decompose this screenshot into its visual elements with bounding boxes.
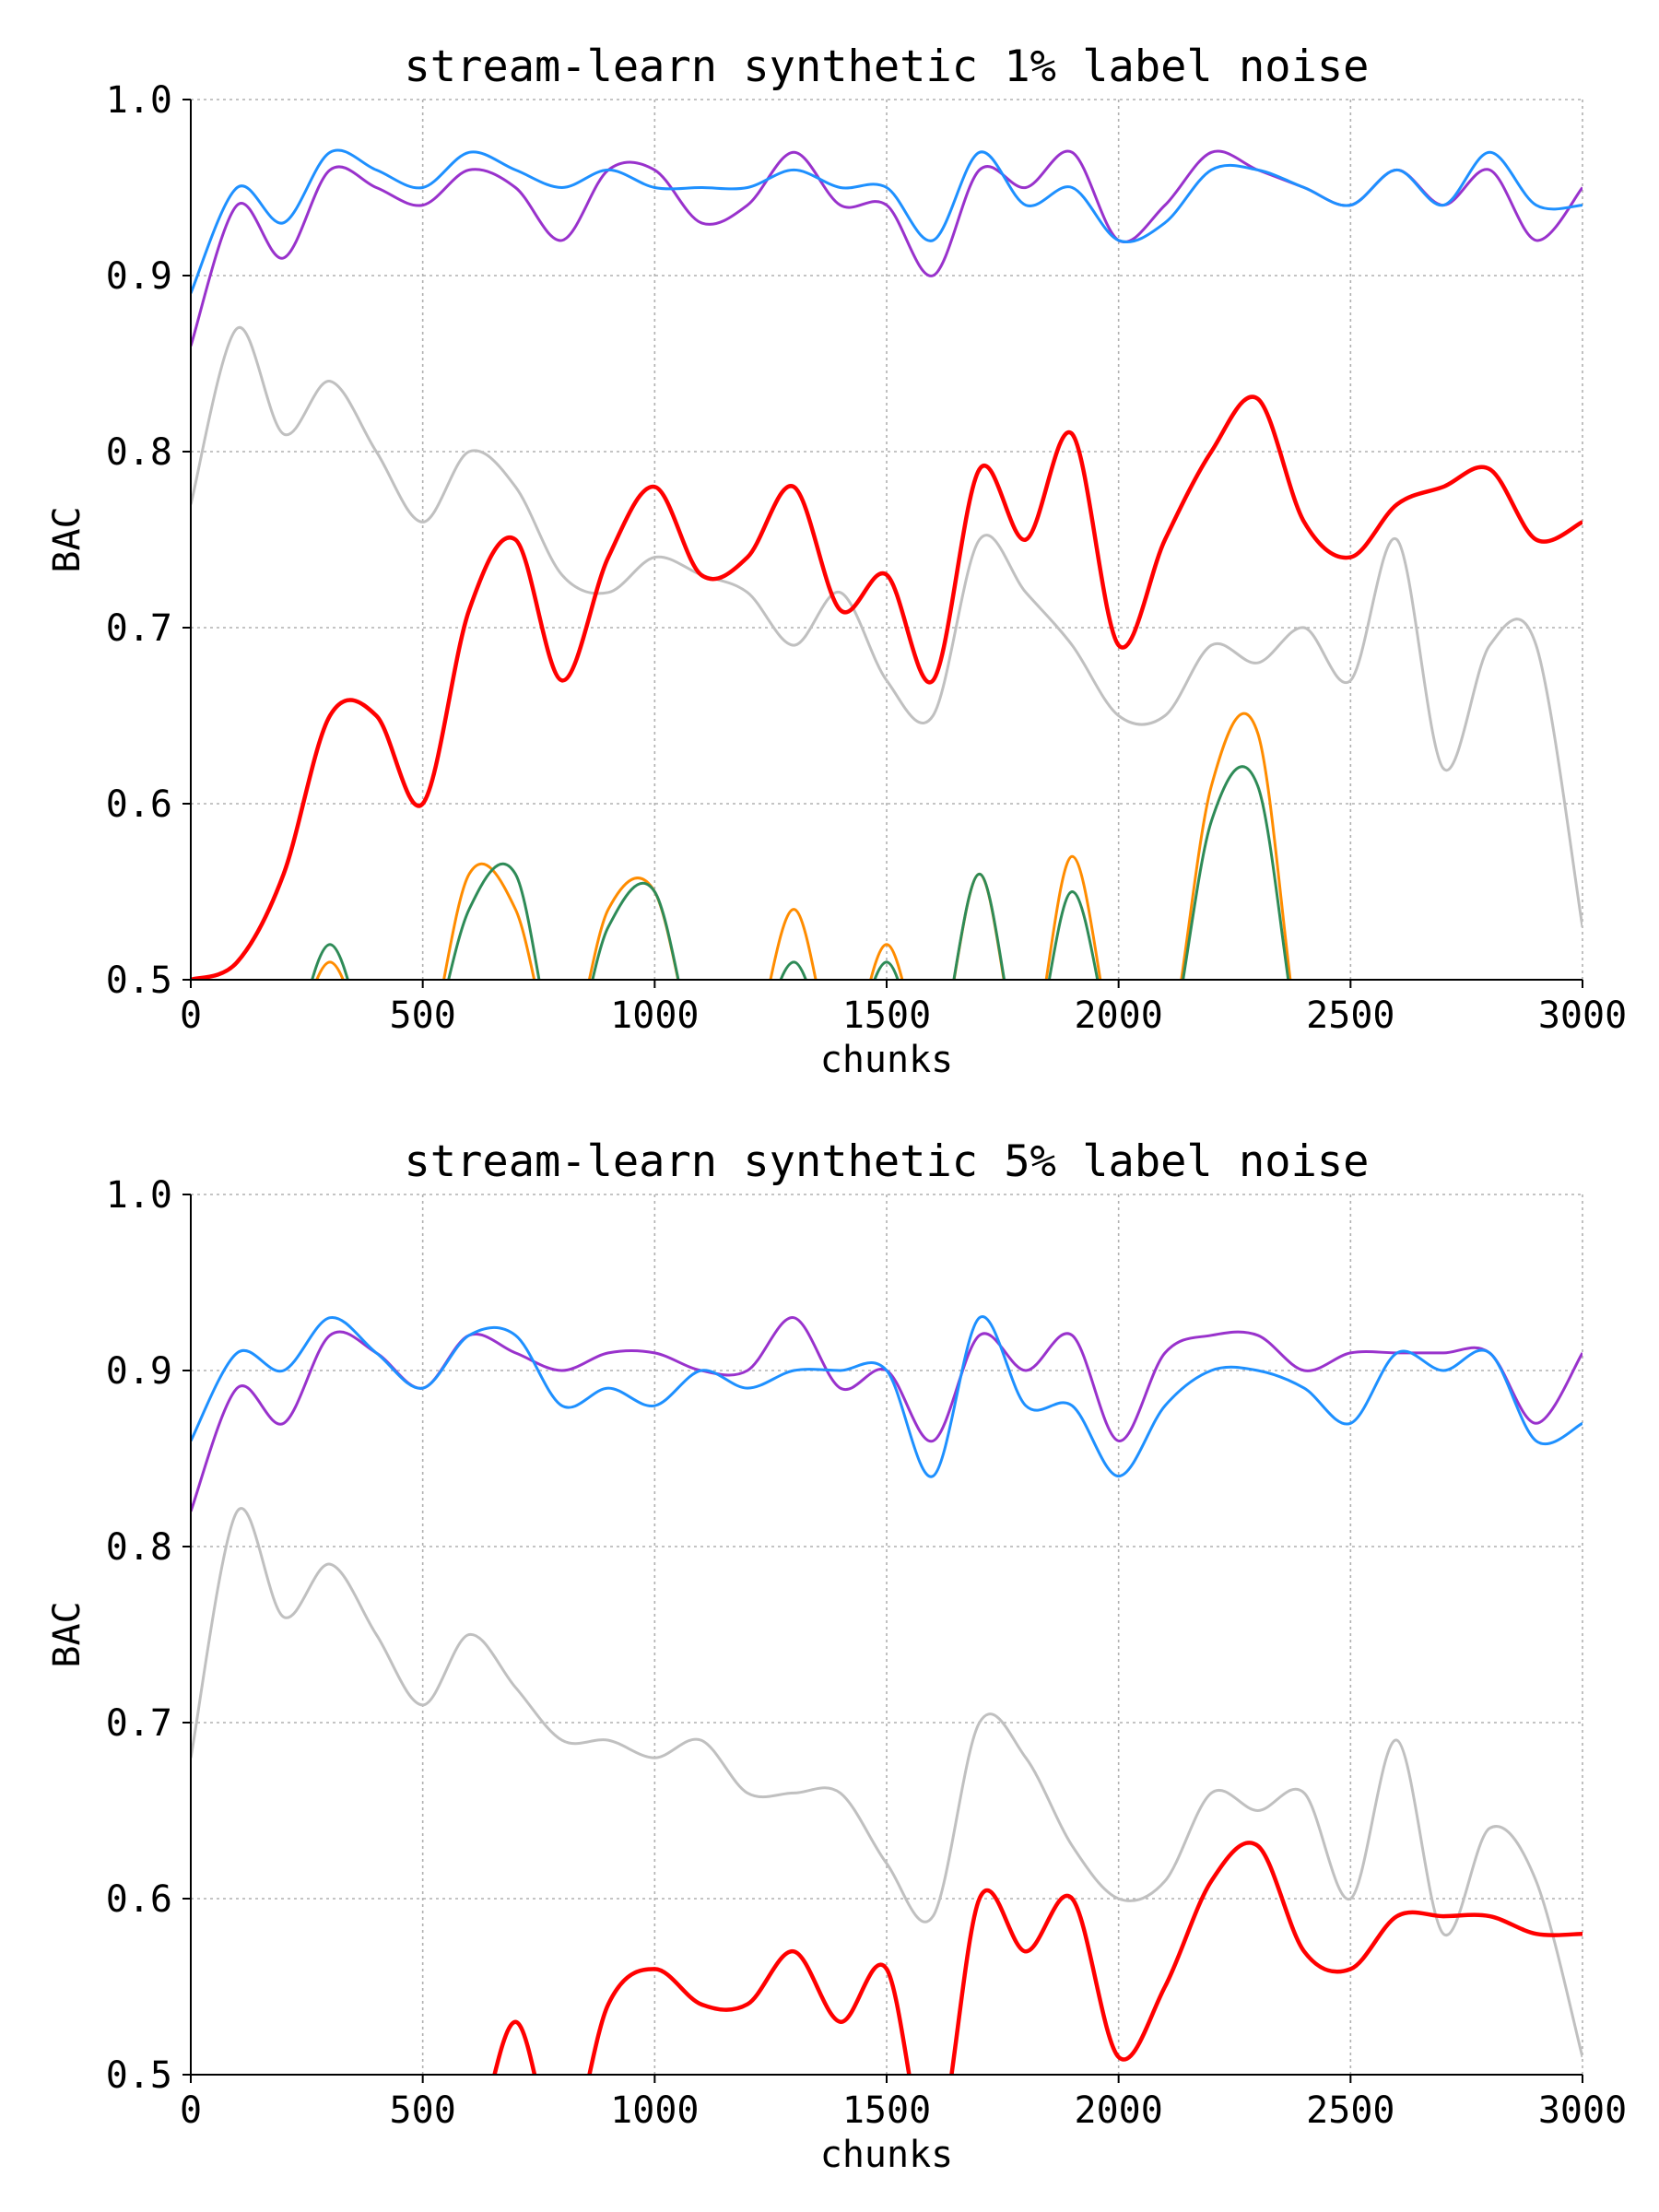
y-tick-label: 0.6 bbox=[106, 783, 172, 826]
series-line bbox=[492, 1841, 1583, 2075]
x-axis-label: chunks bbox=[820, 2134, 954, 2176]
y-tick-label: 0.8 bbox=[106, 1526, 172, 1569]
x-tick-label: 1500 bbox=[842, 2089, 931, 2132]
y-tick-label: 0.6 bbox=[106, 1878, 172, 1921]
y-axis-label: BAC bbox=[46, 1601, 88, 1667]
series-group bbox=[191, 148, 1583, 980]
series-line bbox=[191, 1315, 1583, 1478]
y-tick-label: 0.9 bbox=[106, 255, 172, 298]
x-tick-label: 2000 bbox=[1075, 994, 1163, 1037]
x-axis-label: chunks bbox=[820, 1039, 954, 1081]
chart-title: stream-learn synthetic 1% label noise bbox=[405, 41, 1370, 92]
x-tick-label: 2000 bbox=[1075, 2089, 1163, 2132]
x-tick-label: 1000 bbox=[610, 2089, 699, 2132]
y-tick-label: 0.7 bbox=[106, 607, 172, 650]
x-tick-label: 1000 bbox=[610, 994, 699, 1037]
x-tick-label: 0 bbox=[180, 2089, 202, 2132]
series-line bbox=[191, 326, 1583, 927]
chart-title: stream-learn synthetic 5% label noise bbox=[405, 1136, 1370, 1187]
x-tick-label: 3000 bbox=[1538, 2089, 1627, 2132]
x-tick-label: 3000 bbox=[1538, 994, 1627, 1037]
y-axis-label: BAC bbox=[46, 506, 88, 572]
x-tick-label: 2500 bbox=[1306, 994, 1394, 1037]
y-tick-label: 0.7 bbox=[106, 1702, 172, 1745]
y-tick-label: 1.0 bbox=[106, 79, 172, 122]
y-tick-label: 0.8 bbox=[106, 431, 172, 474]
y-tick-label: 0.9 bbox=[106, 1350, 172, 1393]
y-tick-label: 1.0 bbox=[106, 1174, 172, 1217]
x-tick-label: 0 bbox=[180, 994, 202, 1037]
chart-panel-5-percent-noise: 0 500 1000 1500 2000 2500 3000 0.5 0.6 0.7 0.8 0.9 1… bbox=[46, 1136, 1627, 2176]
y-tick-label: 0.5 bbox=[106, 2054, 172, 2097]
x-tick-label: 500 bbox=[390, 994, 456, 1037]
x-tick-label: 2500 bbox=[1306, 2089, 1394, 2132]
series-line bbox=[311, 765, 1290, 980]
series-line bbox=[191, 394, 1583, 980]
x-tick-label: 1500 bbox=[842, 994, 931, 1037]
series-line bbox=[315, 712, 1292, 980]
y-tick-label: 0.5 bbox=[106, 959, 172, 1002]
series-line bbox=[191, 148, 1583, 294]
x-tick-label: 500 bbox=[390, 2089, 456, 2132]
chart-panel-1-percent-noise: 0 500 1000 1500 2000 2500 3000 0.5 0.6 0.7 0.8 0.9 1… bbox=[46, 41, 1627, 1081]
series-group bbox=[191, 1315, 1583, 2075]
series-line bbox=[191, 1507, 1583, 2058]
